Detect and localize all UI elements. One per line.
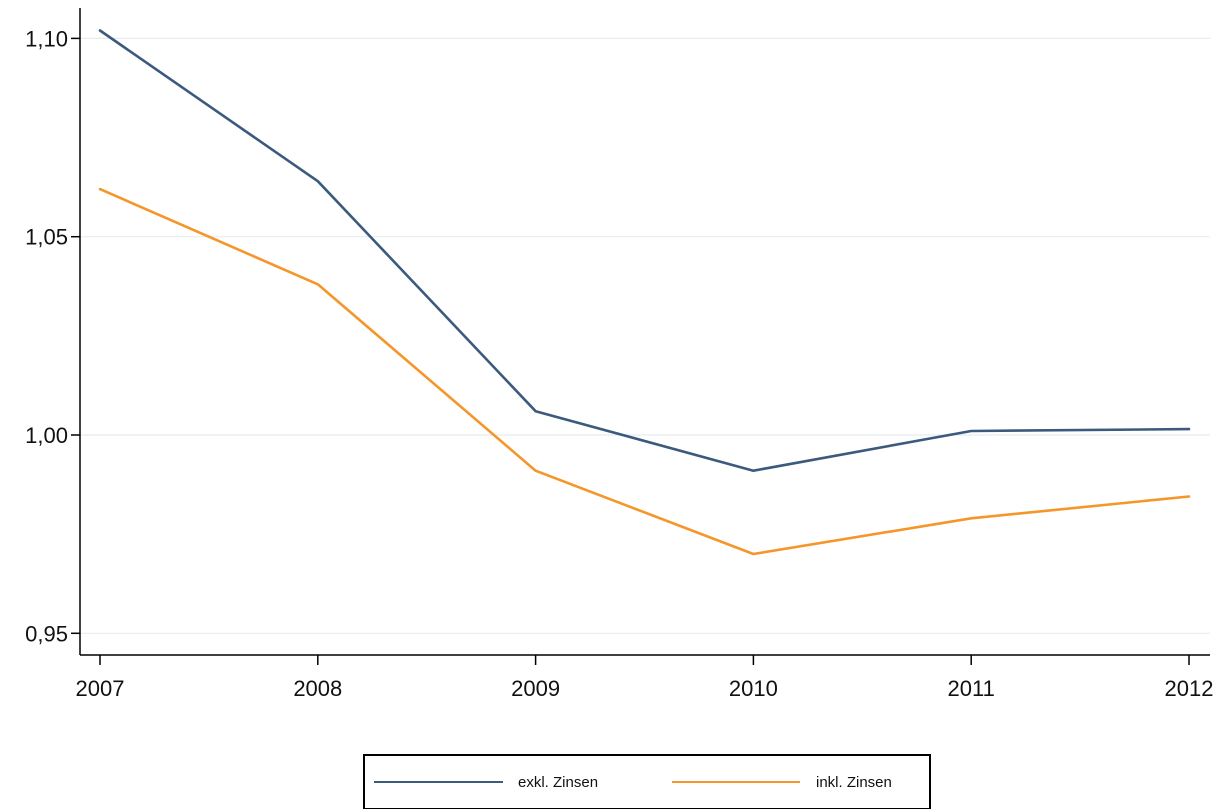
x-tick-label: 2008 — [293, 676, 342, 701]
y-tick-label: 0,95 — [25, 621, 68, 646]
series-line-exkl-zinsen — [98, 29, 1191, 473]
x-axis-ticks: 2007 2008 2009 2010 2011 2012 — [76, 655, 1214, 701]
y-axis-ticks: 0,95 1,00 1,05 1,10 — [25, 26, 80, 646]
x-tick-label: 2009 — [511, 676, 560, 701]
series-line-inkl-zinsen — [98, 187, 1191, 556]
x-tick-label: 2007 — [76, 676, 125, 701]
x-tick-label: 2010 — [729, 676, 778, 701]
legend-label-inkl-zinsen: inkl. Zinsen — [816, 774, 892, 791]
legend-label-exkl-zinsen: exkl. Zinsen — [518, 774, 598, 791]
series-lines — [98, 29, 1191, 556]
legend: exkl. Zinsen inkl. Zinsen — [363, 754, 931, 809]
y-tick-label: 1,05 — [25, 225, 68, 250]
axes — [79, 8, 1210, 656]
y-tick-label: 1,10 — [25, 26, 68, 51]
x-tick-label: 2011 — [948, 676, 995, 701]
x-tick-label: 2012 — [1165, 676, 1214, 701]
y-tick-label: 1,00 — [25, 423, 68, 448]
grid-lines — [80, 37, 1210, 634]
